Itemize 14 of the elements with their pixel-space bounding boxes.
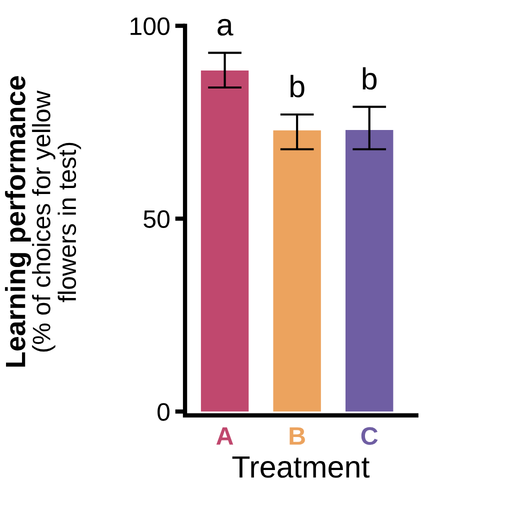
bar bbox=[200, 70, 249, 412]
y-tick-label: 0 bbox=[158, 403, 170, 421]
annotation: b bbox=[290, 74, 304, 98]
x-axis-title: Treatment bbox=[232, 456, 370, 478]
y-tick-label: 50 bbox=[144, 210, 170, 228]
y-axis-title: Learning performance (% of choices for yellow flowers in test) bbox=[4, 76, 82, 367]
bar bbox=[273, 130, 321, 412]
annotation: b bbox=[362, 67, 377, 90]
annotation: a bbox=[218, 18, 234, 36]
x-tick-label: C bbox=[361, 427, 378, 445]
bar bbox=[346, 130, 394, 412]
x-tick-label: B bbox=[290, 427, 305, 445]
y-tick-label: 100 bbox=[130, 17, 170, 36]
x-tick-label: A bbox=[216, 427, 234, 445]
